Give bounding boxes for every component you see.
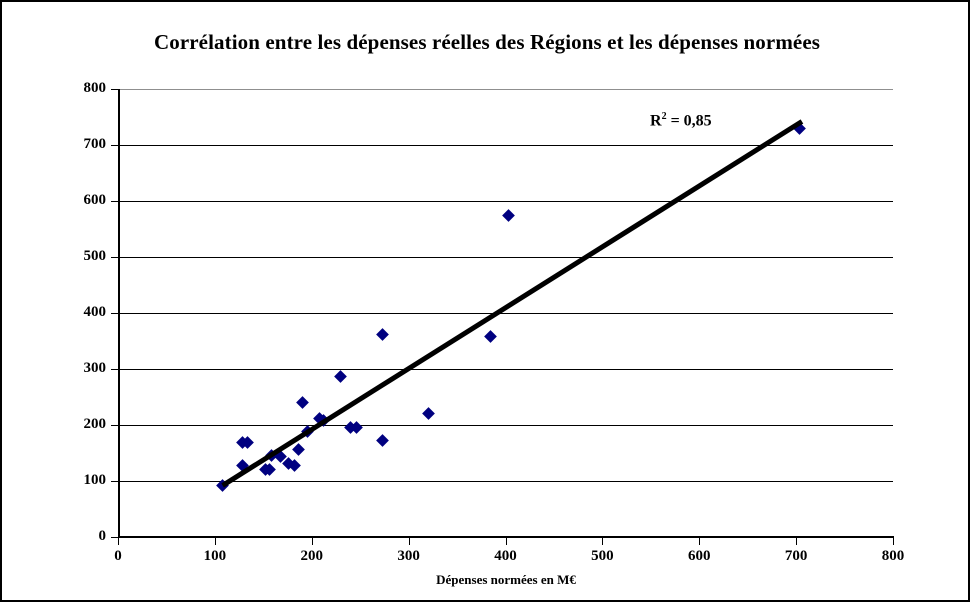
gridline-y-100 [118,481,893,482]
x-tick-200 [311,538,313,545]
x-axis-line [118,536,894,538]
x-tick-800 [893,538,894,545]
y-tick-0 [111,537,118,538]
y-axis-label-500: 500 [83,248,107,264]
x-axis-label-300: 300 [397,548,420,564]
y-tick-400 [111,313,118,314]
x-axis-label-500: 500 [591,548,614,564]
x-tick-400 [505,538,507,545]
y-tick-200 [111,425,118,426]
y-tick-800 [111,89,118,90]
y-axis-label-800: 800 [83,80,107,96]
x-axis-label-700: 700 [784,548,808,564]
x-axis-label-400: 400 [494,548,517,564]
y-tick-300 [111,369,118,370]
gridline-y-700 [118,145,893,146]
y-axis-label-200: 200 [83,416,107,432]
gridline-y-600 [118,201,893,202]
gridline-y-200 [118,425,893,426]
y-tick-600 [111,201,118,202]
x-axis-label-200: 200 [300,548,324,564]
x-tick-600 [699,538,701,545]
x-axis-label-600: 600 [688,548,711,564]
y-axis-label-100: 100 [83,472,107,488]
y-axis-label-400: 400 [83,304,107,320]
y-axis-label-700: 700 [83,136,107,152]
x-tick-700 [796,538,798,545]
x-axis-label-100: 100 [203,548,227,564]
chart-title: Corrélation entre les dépenses réelles d… [153,30,821,54]
y-axis-label-600: 600 [83,192,107,208]
x-axis-label-800: 800 [881,548,905,564]
y-axis-label-300: 300 [83,360,107,376]
x-tick-0 [118,538,119,545]
y-axis-label-0: 0 [98,528,107,544]
gridline-y-500 [118,257,893,258]
plot-area [118,89,893,537]
y-tick-500 [111,257,118,258]
y-axis-line [118,89,120,538]
x-axis-title: Dépenses normées en M€ [436,572,576,587]
y-tick-100 [111,481,118,482]
gridline-y-300 [118,369,893,370]
gridline-y-800 [118,89,893,90]
x-tick-100 [214,538,216,545]
x-axis-label-0: 0 [114,548,122,564]
y-tick-700 [111,145,118,146]
gridline-y-400 [118,313,893,314]
x-tick-500 [602,538,604,545]
r-squared-annotation: R2 = 0,85 [650,111,712,130]
x-tick-300 [408,538,410,545]
